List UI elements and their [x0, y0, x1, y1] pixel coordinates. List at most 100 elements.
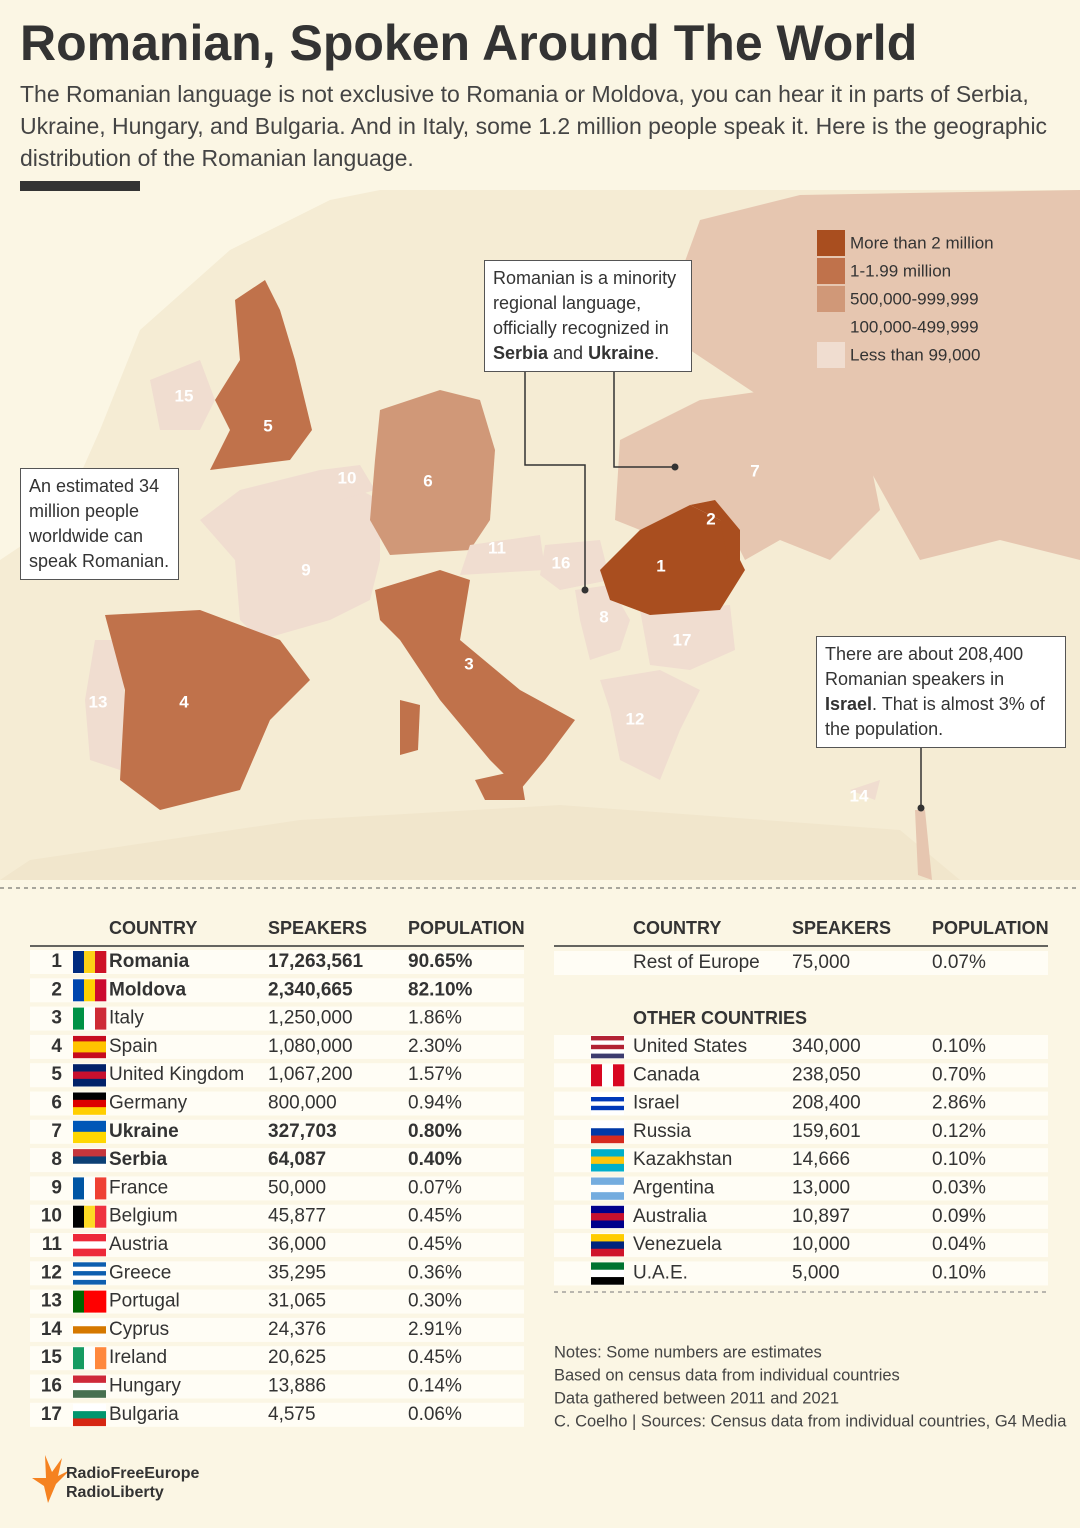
population: 0.40% — [408, 1149, 462, 1170]
callout-text: . That is almost 3% of the population. — [825, 694, 1045, 739]
population: 2.86% — [932, 1093, 986, 1114]
country: Kazakhstan — [633, 1149, 732, 1170]
callout-text: There are about 208,400 Romanian speaker… — [825, 644, 1024, 689]
speakers: 35,295 — [268, 1262, 326, 1283]
row-band — [554, 1119, 1048, 1144]
flag-stripe — [591, 1241, 624, 1250]
flag-stripe — [84, 1007, 96, 1030]
flag-stripe — [73, 1347, 85, 1370]
country: United Kingdom — [109, 1064, 244, 1085]
flag — [73, 951, 107, 973]
legend-label: 1-1.99 million — [850, 261, 951, 280]
speakers: 327,703 — [268, 1121, 337, 1142]
speakers: 13,886 — [268, 1376, 326, 1397]
logo-text: RadioFreeEurope — [66, 1465, 199, 1482]
flag-stripe — [613, 1064, 625, 1087]
row-band — [554, 1091, 1048, 1116]
speakers: 75,000 — [792, 952, 850, 973]
map-label: 13 — [89, 692, 108, 711]
speakers: 14,666 — [792, 1149, 850, 1170]
population: 0.80% — [408, 1121, 462, 1142]
speakers: 10,897 — [792, 1206, 850, 1227]
rank: 17 — [41, 1404, 62, 1425]
rank: 6 — [51, 1093, 62, 1114]
rank: 4 — [51, 1036, 62, 1057]
flag-stripe — [73, 1241, 106, 1249]
flag — [73, 1403, 106, 1427]
speakers: 238,050 — [792, 1064, 861, 1085]
rank: 2 — [51, 979, 62, 1000]
flag — [73, 1318, 106, 1342]
country: Canada — [633, 1064, 700, 1085]
country: Romania — [109, 951, 190, 972]
country: Germany — [109, 1093, 188, 1114]
ireland — [150, 360, 215, 430]
legend-label: 100,000-499,999 — [850, 317, 979, 336]
flag-stripe — [95, 1290, 107, 1313]
leader-dot — [917, 804, 925, 812]
leader-line — [613, 368, 675, 468]
rank: 9 — [51, 1177, 62, 1198]
map-label: 1 — [656, 556, 665, 575]
country: Italy — [109, 1008, 144, 1029]
map-label: 4 — [179, 692, 189, 711]
callout-text: Romanian is a minority regional language… — [493, 268, 677, 338]
country: Ireland — [109, 1347, 167, 1368]
section-title: OTHER COUNTRIES — [633, 1008, 807, 1028]
country: Greece — [109, 1262, 171, 1283]
population: 0.07% — [408, 1177, 462, 1198]
map-label: 8 — [599, 607, 608, 626]
population: 2.30% — [408, 1036, 462, 1057]
country: Moldova — [109, 979, 186, 1000]
flag-stripe — [95, 1177, 107, 1200]
flag — [591, 1036, 624, 1059]
flag-stripe — [73, 1248, 106, 1257]
flag-stripe — [95, 1007, 107, 1030]
callout-text: Ukraine — [588, 343, 655, 363]
callout: Romanian is a minority regional language… — [484, 260, 692, 372]
map-label: 16 — [552, 553, 571, 572]
flag — [591, 1092, 624, 1115]
map-label: 3 — [464, 654, 473, 673]
flag-stripe — [591, 1097, 624, 1102]
flag — [591, 1064, 625, 1087]
tables: COUNTRY SPEAKERS POPULATION 1 Romania 17,263,… — [30, 918, 1067, 1430]
russia — [660, 190, 1080, 560]
flag — [73, 1064, 106, 1087]
map-label: 6 — [423, 471, 432, 490]
rank: 12 — [41, 1262, 62, 1283]
spain — [105, 610, 310, 810]
note: C. Coelho | Sources: Census data from in… — [554, 1412, 1067, 1430]
population: 82.10% — [408, 979, 473, 1000]
sicily — [475, 770, 525, 800]
speakers: 159,601 — [792, 1121, 861, 1142]
row-band — [554, 1204, 1048, 1229]
flag-stripe — [591, 1205, 624, 1214]
population: 0.10% — [932, 1262, 986, 1283]
flag-stripe — [73, 1035, 106, 1042]
row-band — [30, 1317, 524, 1342]
flag-stripe — [591, 1064, 603, 1087]
population: 0.94% — [408, 1093, 462, 1114]
rank: 15 — [41, 1347, 63, 1368]
flag-stripe — [591, 1220, 624, 1229]
flag-stripe — [84, 979, 96, 1002]
row-band — [30, 1034, 524, 1059]
flag — [73, 1290, 107, 1313]
map-label: 7 — [750, 461, 759, 480]
speakers: 64,087 — [268, 1149, 326, 1170]
speakers: 1,250,000 — [268, 1008, 353, 1029]
flag-stripe — [73, 951, 85, 973]
column-header: POPULATION — [408, 918, 525, 938]
row-band — [554, 951, 1048, 975]
flag-stripe — [73, 1071, 106, 1080]
map-label: 12 — [626, 709, 645, 728]
flag-stripe — [591, 1101, 624, 1107]
flag-stripe — [591, 1044, 624, 1050]
flag — [73, 1347, 107, 1370]
flag-stripe — [73, 1262, 106, 1267]
flag — [73, 1007, 107, 1030]
rank: 5 — [51, 1064, 62, 1085]
romania — [600, 505, 745, 615]
